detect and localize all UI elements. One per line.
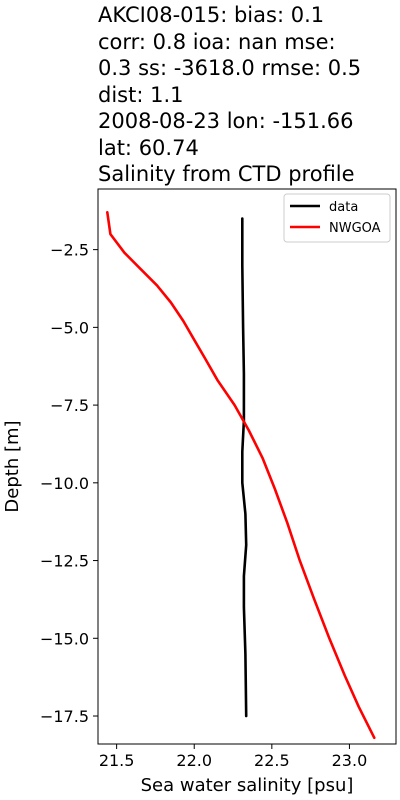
x-tick-label: 22.0 bbox=[176, 751, 212, 770]
axes-frame bbox=[97, 188, 397, 745]
y-tick-label: −15.0 bbox=[40, 629, 89, 648]
title-line: Salinity from CTD profile bbox=[98, 162, 355, 186]
title-line: 0.3 ss: -3618.0 rmse: 0.5 bbox=[98, 56, 362, 80]
y-tick-label: −10.0 bbox=[40, 474, 89, 493]
legend-label: NWGOA bbox=[329, 221, 381, 236]
series-line-nwgoa bbox=[106, 211, 376, 740]
series-line-data bbox=[241, 217, 248, 718]
x-tick-label: 21.5 bbox=[99, 751, 135, 770]
title-line: AKCI08-015: bias: 0.1 bbox=[98, 3, 325, 27]
y-tick-label: −5.0 bbox=[50, 318, 89, 337]
x-tick-label: 22.5 bbox=[254, 751, 290, 770]
y-tick-label: −2.5 bbox=[50, 241, 89, 260]
y-tick-label: −17.5 bbox=[40, 707, 89, 726]
y-tick-label: −12.5 bbox=[40, 552, 89, 571]
title-line: dist: 1.1 bbox=[98, 82, 184, 107]
y-axis-label: Depth [m] bbox=[2, 420, 23, 512]
title-line: corr: 0.8 ioa: nan mse: bbox=[98, 29, 336, 54]
legend: data NWGOA bbox=[283, 193, 391, 243]
title-line: 2008-08-23 lon: -151.66 bbox=[98, 109, 354, 133]
legend-label: data bbox=[329, 200, 358, 215]
y-tick-label: −7.5 bbox=[50, 396, 89, 415]
x-axis-label: Sea water salinity [psu] bbox=[141, 775, 354, 796]
x-tick-label: 23.0 bbox=[332, 751, 368, 770]
title-line: lat: 60.74 bbox=[98, 135, 199, 160]
chart-title: AKCI08-015: bias: 0.1 corr: 0.8 ioa: nan… bbox=[98, 2, 398, 188]
